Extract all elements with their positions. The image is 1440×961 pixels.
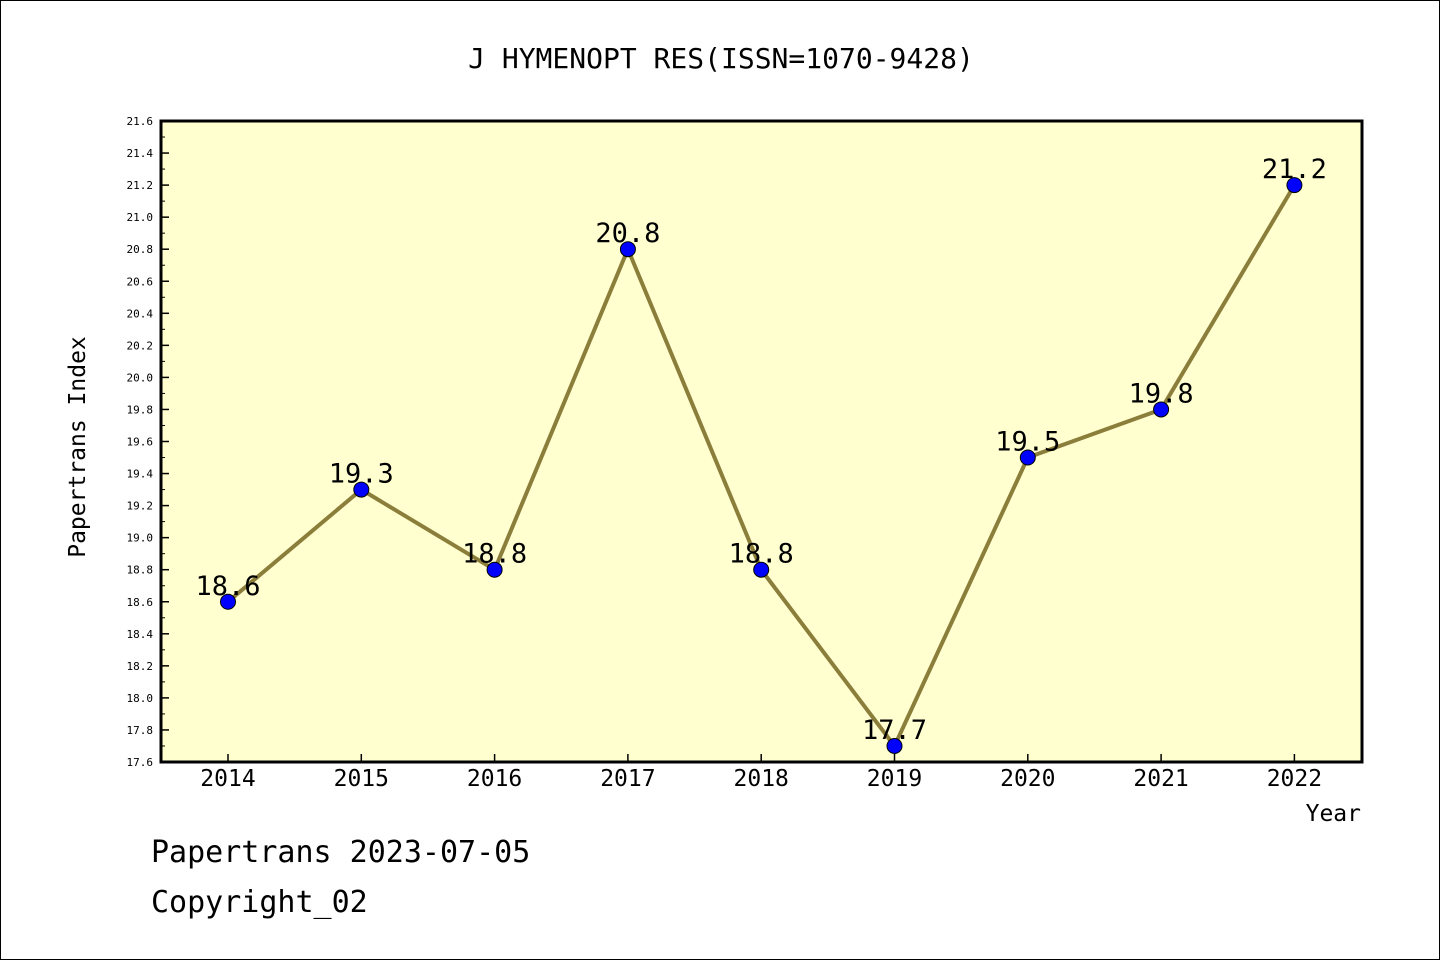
x-tick-label: 2018 [734, 766, 789, 792]
data-point [353, 481, 370, 498]
y-tick-label: 17.8 [127, 724, 154, 737]
y-tick-label: 19.6 [127, 436, 154, 449]
chart-title: J HYMENOPT RES(ISSN=1070-9428) [468, 42, 974, 75]
y-axis: 17.6 17.8 18.0 18.2 18.4 18.6 18.8 19.0 19.2 19.4… [127, 115, 169, 769]
data-point [619, 241, 636, 258]
x-tick-label: 2014 [200, 766, 255, 792]
y-tick-label: 19.8 [127, 403, 154, 416]
x-tick-label: 2019 [867, 766, 922, 792]
data-point [1153, 401, 1170, 418]
footer-date: Papertrans 2023-07-05 [151, 835, 531, 870]
plot-area [159, 119, 1364, 764]
y-tick-label: 21.2 [127, 179, 154, 192]
x-tick-label: 2015 [334, 766, 389, 792]
y-tick-label: 20.2 [127, 339, 154, 352]
y-tick-label: 17.6 [127, 756, 154, 769]
x-tick-label: 2016 [467, 766, 522, 792]
y-axis-label: Papertrans Index [65, 336, 91, 558]
y-tick-label: 18.4 [127, 628, 154, 641]
x-tick-label: 2022 [1267, 766, 1322, 792]
y-tick-label: 18.0 [127, 692, 154, 705]
footer-copyright: Copyright_02 [151, 885, 368, 920]
y-tick-label: 18.8 [127, 564, 154, 577]
data-point [1286, 177, 1303, 194]
y-tick-label: 21.0 [127, 211, 154, 224]
data-point [753, 561, 770, 578]
y-tick-label: 20.8 [127, 243, 154, 256]
y-tick-label: 20.0 [127, 371, 154, 384]
x-tick-label: 2017 [600, 766, 655, 792]
y-tick-label: 19.2 [127, 500, 154, 513]
data-point [486, 561, 503, 578]
data-point [220, 593, 236, 610]
y-tick-label: 20.4 [127, 307, 154, 320]
y-tick-label: 19.4 [127, 468, 154, 481]
series-group: 18.619.318.820.818.817.719.519.821.2 [195, 154, 1327, 754]
y-tick-label: 18.2 [127, 660, 154, 673]
y-tick-label: 21.6 [127, 115, 154, 128]
y-tick-label: 20.6 [127, 275, 154, 288]
y-tick-label: 18.6 [127, 596, 154, 609]
y-tick-label: 21.4 [127, 147, 154, 160]
data-point [886, 737, 903, 754]
x-tick-label: 2020 [1000, 766, 1055, 792]
x-axis: 2014 2015 2016 2017 2018 2019 2020 2021 2022 [200, 754, 1322, 792]
x-axis-label: Year [1306, 801, 1361, 827]
data-point [1019, 449, 1036, 466]
y-tick-label: 19.0 [127, 532, 154, 545]
x-tick-label: 2021 [1133, 766, 1188, 792]
